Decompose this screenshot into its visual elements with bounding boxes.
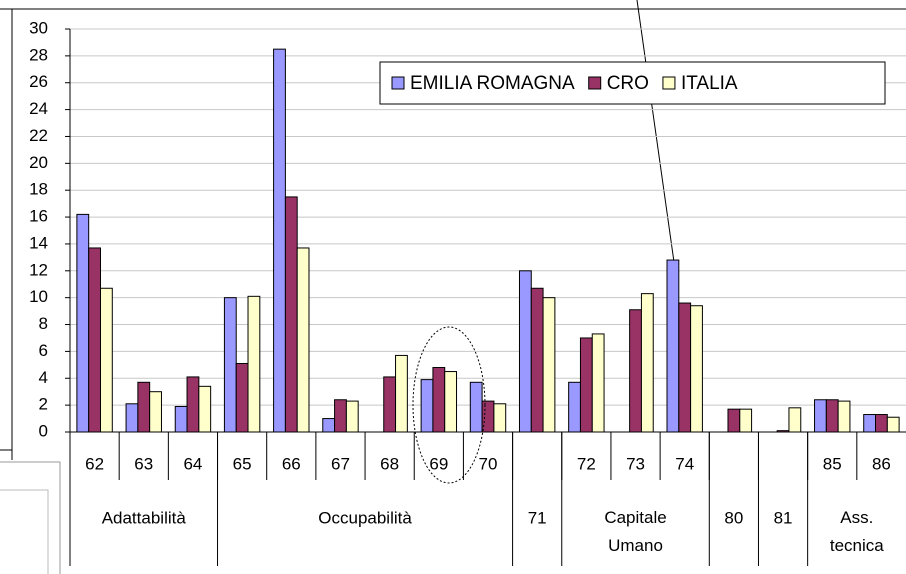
x-tick-label: 68 (380, 454, 399, 473)
x-tick-label: 66 (282, 454, 301, 473)
bar (322, 418, 336, 433)
group-label: Capitale Umano (604, 508, 666, 555)
x-tick-label: 63 (134, 454, 153, 473)
y-tick-label: 28 (29, 45, 48, 64)
group-label: 71 (528, 508, 547, 527)
x-tick-label: 85 (823, 454, 842, 473)
y-tick-label: 12 (29, 260, 48, 279)
bar (296, 247, 310, 433)
bar (99, 287, 113, 433)
bar (493, 403, 507, 433)
legend: EMILIA ROMAGNA CRO ITALIA (379, 61, 886, 105)
bar (395, 354, 408, 433)
x-tick-label: 70 (479, 454, 498, 473)
bar (640, 293, 654, 433)
bar (875, 414, 888, 433)
bar (518, 270, 532, 433)
y-tick-label: 16 (29, 207, 48, 226)
group-label: Ass. tecnica (830, 508, 884, 555)
bar (444, 371, 458, 433)
y-tick-label: 18 (29, 180, 48, 199)
fragment (0, 449, 13, 460)
x-tick-label: 64 (183, 454, 202, 473)
legend-label: EMILIA ROMAGNA (410, 73, 575, 94)
fragment (0, 461, 61, 574)
bar (542, 297, 556, 433)
bar (345, 400, 359, 433)
group-label: 81 (774, 508, 793, 527)
x-tick-label: 65 (233, 454, 252, 473)
bar (88, 247, 101, 433)
bar (198, 385, 212, 433)
x-tick-label: 72 (577, 454, 596, 473)
legend-swatch (662, 76, 676, 90)
y-tick-label: 22 (29, 126, 48, 145)
y-tick-label: 14 (29, 233, 48, 252)
bar (284, 196, 298, 433)
legend-swatch (588, 76, 602, 90)
bar (739, 408, 753, 433)
bar (469, 381, 483, 433)
y-tick-label: 2 (39, 395, 48, 414)
group-label: Occupabilità (318, 508, 412, 527)
bar (837, 400, 851, 433)
bar (273, 48, 286, 433)
bar (568, 381, 581, 433)
bar (727, 408, 741, 433)
y-tick-label: 6 (39, 341, 48, 360)
bar (432, 367, 446, 433)
legend-swatch (391, 76, 405, 90)
bar (76, 213, 90, 433)
y-tick-label: 26 (29, 72, 48, 91)
y-tick-label: 8 (39, 314, 48, 333)
legend-label: CRO (607, 73, 649, 94)
legend-label: ITALIA (681, 73, 738, 94)
highlight-ellipse (412, 326, 486, 484)
bar (788, 407, 802, 433)
bar (863, 414, 877, 433)
y-tick-label: 4 (39, 368, 48, 387)
bar (530, 287, 544, 433)
bar (223, 297, 237, 433)
bar (666, 259, 680, 433)
x-tick-label: 86 (872, 454, 891, 473)
y-tick-label: 30 (29, 18, 48, 37)
bar (383, 376, 397, 433)
x-tick-label: 69 (429, 454, 448, 473)
x-tick-label: 74 (675, 454, 694, 473)
group-label: Adattabilità (102, 508, 187, 527)
bar (481, 400, 495, 433)
y-tick-label: 0 (39, 421, 48, 440)
x-tick-label: 62 (85, 454, 104, 473)
bar (825, 399, 839, 433)
bar (125, 403, 139, 433)
bar (690, 305, 703, 433)
bar (678, 302, 692, 433)
bar (235, 362, 249, 433)
bar (579, 337, 593, 433)
y-tick-label: 20 (29, 153, 48, 172)
bar (174, 405, 188, 433)
x-tick-label: 73 (626, 454, 645, 473)
bar (247, 295, 261, 433)
bar (629, 309, 642, 433)
x-tick-label: 67 (331, 454, 350, 473)
bar (420, 379, 434, 433)
bar (334, 399, 347, 433)
y-tick-label: 10 (29, 287, 48, 306)
bar (186, 376, 200, 433)
legend-box (379, 61, 886, 105)
group-label: 80 (724, 508, 743, 527)
fragment (0, 489, 49, 574)
y-tick-label: 24 (29, 99, 48, 118)
bar (814, 399, 827, 433)
bar (591, 333, 605, 433)
bar (137, 381, 151, 433)
bar (886, 416, 900, 433)
bar (149, 391, 162, 433)
arrow (636, 0, 675, 263)
